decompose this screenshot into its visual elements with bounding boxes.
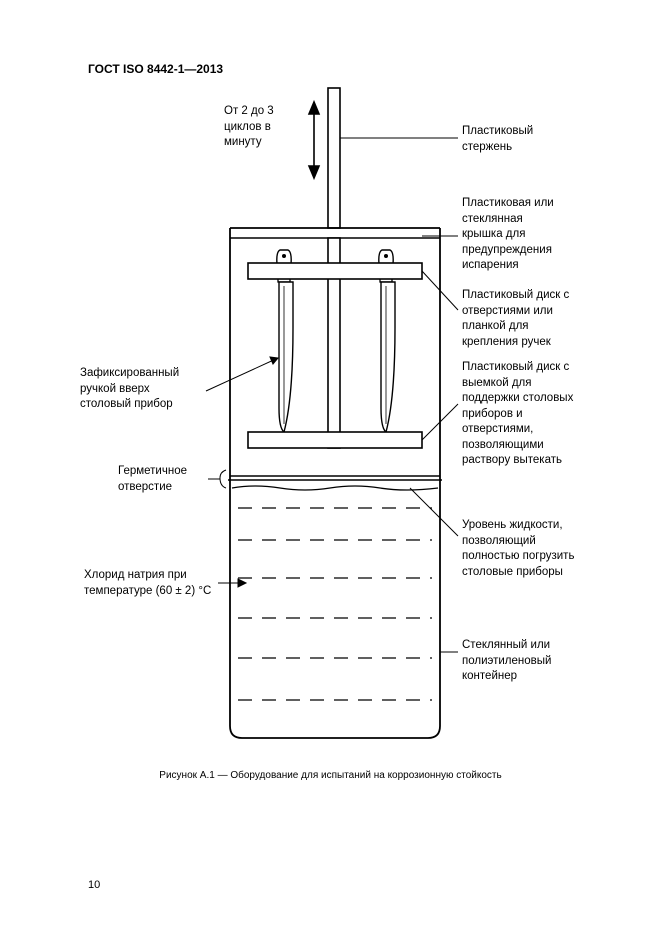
- label-container: Стеклянный илиполиэтиленовыйконтейнер: [462, 638, 592, 685]
- diagram-figure: От 2 до 3циклов вминуту Пластиковыйстерж…: [70, 88, 590, 758]
- label-top-disc: Пластиковый диск сотверстиями илипланкой…: [462, 288, 597, 350]
- label-bottom-disc: Пластиковый диск свыемкой дляподдержки с…: [462, 360, 602, 469]
- page: ГОСТ ISO 8442-1—2013: [0, 0, 661, 935]
- label-lid: Пластиковая илистекляннаякрышка дляпреду…: [462, 196, 592, 274]
- label-liquid-level: Уровень жидкости,позволяющийполностью по…: [462, 518, 602, 580]
- label-salt: Хлорид натрия притемпературе (60 ± 2) °С: [84, 568, 224, 599]
- bottom-disc-bar: [248, 432, 422, 448]
- figure-caption: Рисунок А.1 — Оборудование для испытаний…: [0, 770, 661, 781]
- page-number: 10: [88, 879, 100, 891]
- label-rod: Пластиковыйстержень: [462, 124, 533, 155]
- label-cycles: От 2 до 3циклов вминуту: [224, 104, 304, 151]
- label-seal: Герметичноеотверстие: [118, 464, 210, 495]
- water-lines: [238, 508, 432, 700]
- motion-arrow: [309, 102, 319, 178]
- top-disc-bar: [248, 263, 422, 279]
- liquid-surface: [232, 486, 438, 490]
- document-header: ГОСТ ISO 8442-1—2013: [88, 62, 223, 76]
- rod-top: [328, 88, 340, 228]
- label-cutlery: Зафиксированныйручкой вверхстоловый приб…: [80, 366, 205, 413]
